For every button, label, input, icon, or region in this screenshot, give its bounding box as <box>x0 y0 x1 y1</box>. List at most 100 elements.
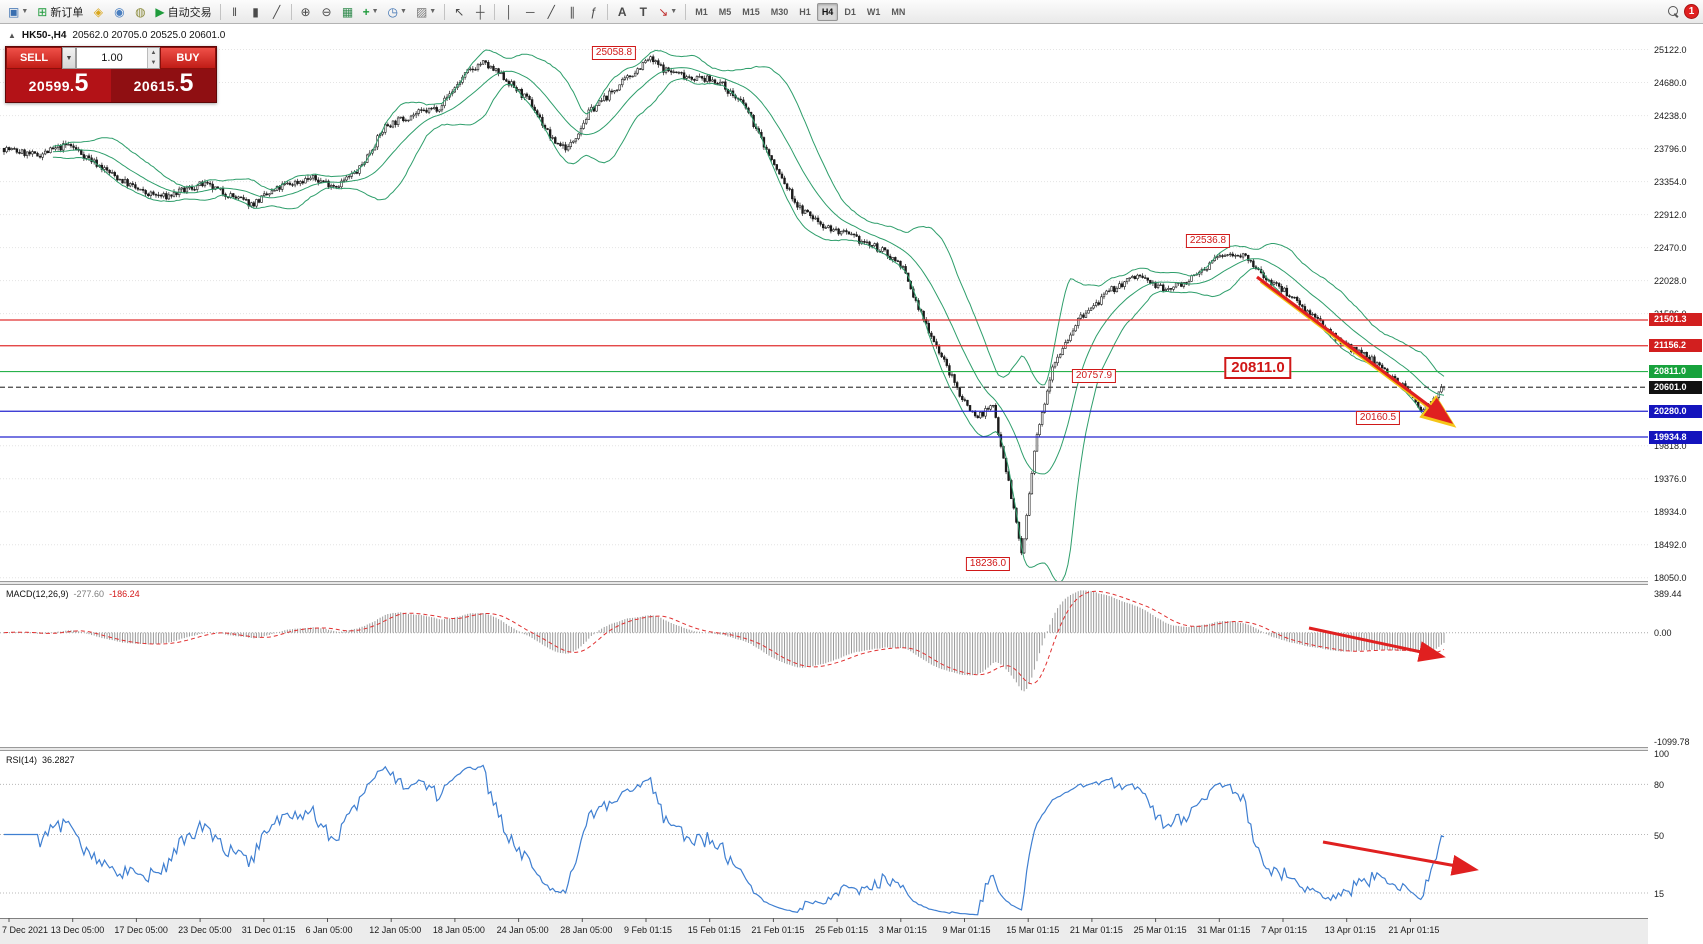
rsi-axis-label: 100 <box>1654 749 1670 759</box>
metaeditor-button[interactable]: ◈ <box>88 2 108 22</box>
buy-price-main: 20615. <box>133 78 180 94</box>
search-button[interactable] <box>1663 2 1683 22</box>
toolbar-separator <box>607 3 609 20</box>
templates-icon: ▨ <box>415 4 428 19</box>
new-chart-button[interactable]: ▣ ▼ <box>4 2 32 22</box>
buy-price-big-digit: 5 <box>179 69 194 97</box>
channel-button[interactable]: ∥ <box>562 2 582 22</box>
price-tick-label: 19818.0 <box>1654 440 1687 451</box>
price-callout-label[interactable]: 18236.0 <box>965 556 1011 571</box>
ohlc-values: 20562.0 20705.0 20525.0 20601.0 <box>72 30 226 41</box>
metaeditor-icon: ◈ <box>93 4 103 19</box>
cursor-button[interactable]: ↖ <box>449 2 469 22</box>
toolbar-separator <box>444 3 446 20</box>
lot-spinner[interactable]: ▲ ▼ <box>147 48 159 68</box>
price-tick-label: 24238.0 <box>1654 110 1687 121</box>
price-tick-label: 22470.0 <box>1654 242 1687 253</box>
macd-label: MACD(12,26,9) <box>6 589 69 599</box>
time-tick-label: 13 Apr 01:15 <box>1324 925 1376 935</box>
buy-price[interactable]: 20615. 5 <box>111 69 216 102</box>
trendline-icon: ╱ <box>547 4 555 19</box>
price-callout-label[interactable]: 20757.9 <box>1071 368 1117 383</box>
arrow-tools-button[interactable]: ↘ ▼ <box>654 2 681 22</box>
macd-axis-label: -1099.78 <box>1654 737 1690 747</box>
timeframe-button-m1[interactable]: M1 <box>695 6 708 17</box>
timeframe-button-mn[interactable]: MN <box>891 6 906 17</box>
text-tool-button[interactable]: A <box>612 2 632 22</box>
cursor-icon: ↖ <box>454 4 465 19</box>
rsi-axis-label: 80 <box>1654 780 1665 791</box>
fibonacci-button[interactable]: ƒ <box>583 2 603 22</box>
notification-badge[interactable]: 1 <box>1684 4 1699 19</box>
search-icon <box>1667 6 1679 17</box>
macd-axis-label: 389.44 <box>1654 589 1682 599</box>
timeframe-button-h1[interactable]: H1 <box>799 6 811 17</box>
community-icon: ◉ <box>114 4 125 19</box>
sell-price-main: 20599. <box>28 78 75 94</box>
time-tick-label: 12 Jan 05:00 <box>369 925 422 935</box>
new-order-button[interactable]: ⊞ 新订单 <box>37 4 84 19</box>
period-button[interactable]: ◷ ▼ <box>384 2 411 22</box>
crosshair-icon: ┼ <box>475 4 485 19</box>
price-callout-label[interactable]: 25058.8 <box>591 45 637 60</box>
options-icon: ◍ <box>135 4 146 19</box>
tile-windows-button[interactable]: ▦ <box>338 2 358 22</box>
bar-chart-button[interactable]: ‖ <box>225 2 245 22</box>
toolbar-separator <box>290 3 292 20</box>
templates-button[interactable]: ▨ ▼ <box>412 2 440 22</box>
autotrading-button[interactable]: ▶ 自动交易 <box>155 4 212 19</box>
timeframe-button-d1[interactable]: D1 <box>844 6 856 17</box>
timeframe-button-w1[interactable]: W1 <box>866 6 881 17</box>
lot-dropdown-button[interactable]: ▼ <box>62 47 76 69</box>
time-tick-label: 15 Mar 01:15 <box>1006 925 1060 935</box>
lot-size-field[interactable]: 1.00 ▲ ▼ <box>76 47 160 69</box>
buy-button[interactable]: BUY <box>160 47 216 69</box>
candlestick-button[interactable]: ▮ <box>246 2 266 22</box>
rsi-value: 36.2827 <box>42 755 75 765</box>
timeframe-button-h4[interactable]: H4 <box>816 2 839 21</box>
price-axis: 25122.0 24680.0 24238.0 23796.0 23354.0 22912… <box>1648 24 1703 944</box>
text-label-button[interactable]: T <box>633 2 653 22</box>
sell-price[interactable]: 20599. 5 <box>6 69 111 102</box>
price-tick-label: 24680.0 <box>1654 77 1687 88</box>
timeframe-button-m5[interactable]: M5 <box>718 6 732 17</box>
timeframe-group: M1 M5 M15 M30 H1 H4 D1 W1 MN <box>690 2 910 21</box>
zoom-out-button[interactable]: ⊖ <box>317 2 337 22</box>
time-tick-label: 17 Dec 05:00 <box>114 925 168 935</box>
vertical-line-button[interactable]: │ <box>499 2 519 22</box>
price-callout-label[interactable]: 20811.0 <box>1224 356 1292 379</box>
macd-legend: MACD(12,26,9) -277.60 -186.24 <box>6 589 140 599</box>
horizontal-line-button[interactable]: ─ <box>520 2 540 22</box>
one-click-expander-icon[interactable]: ▲ <box>8 31 16 40</box>
line-chart-button[interactable]: ╱ <box>267 2 287 22</box>
horizontal-line-icon: ─ <box>525 4 535 19</box>
time-tick-label: 18 Jan 05:00 <box>432 925 485 935</box>
time-tick-label: 9 Feb 01:15 <box>624 925 673 935</box>
time-tick-label: 31 Dec 01:15 <box>241 925 296 935</box>
crosshair-button[interactable]: ┼ <box>470 2 490 22</box>
time-tick-label: 6 Jan 05:00 <box>305 925 353 935</box>
sell-button[interactable]: SELL <box>6 47 62 69</box>
spinner-down-icon[interactable]: ▼ <box>148 58 159 68</box>
zoom-in-icon: ⊕ <box>300 4 311 19</box>
zoom-in-button[interactable]: ⊕ <box>296 2 316 22</box>
price-callout-label[interactable]: 20160.5 <box>1355 411 1401 426</box>
community-button[interactable]: ◉ <box>109 2 129 22</box>
timeframe-button-m30[interactable]: M30 <box>770 6 789 17</box>
spinner-up-icon[interactable]: ▲ <box>148 48 159 58</box>
rsi-axis-label: 15 <box>1654 888 1665 899</box>
indicators-button[interactable]: + ▼ <box>359 2 383 22</box>
price-tick-label: 23796.0 <box>1654 143 1687 154</box>
timeframe-button-m15[interactable]: M15 <box>742 6 760 17</box>
main-toolbar: ▣ ▼ ⊞ 新订单 ◈ ◉ ◍ ▶ 自动交易 ‖ ▮ ╱ ⊕ ⊖ ▦ + ▼ ◷ ▼ ▨ ▼… <box>0 0 1703 24</box>
lot-size-value[interactable]: 1.00 <box>101 52 123 64</box>
price-line-badge: 19934.8 <box>1649 430 1702 444</box>
options-button[interactable]: ◍ <box>130 2 150 22</box>
chevron-down-icon: ▼ <box>400 8 407 15</box>
arrow-tools-icon: ↘ <box>658 4 669 19</box>
price-callout-label[interactable]: 22536.8 <box>1185 233 1231 248</box>
chart-window-icon: ▣ <box>8 4 20 19</box>
price-tick-label: 19376.0 <box>1654 473 1687 484</box>
trendline-button[interactable]: ╱ <box>541 2 561 22</box>
